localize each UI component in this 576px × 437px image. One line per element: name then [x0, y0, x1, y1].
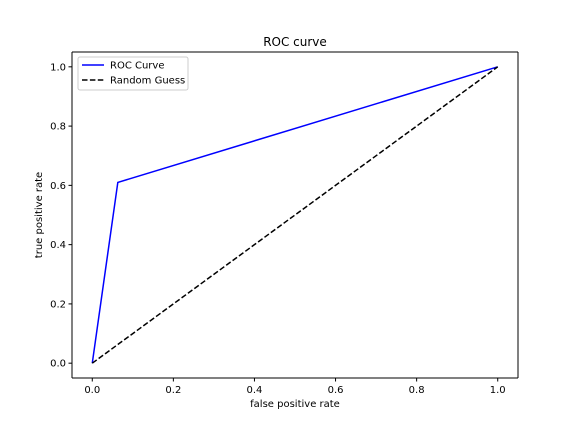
- legend-label-roc-curve: ROC Curve: [110, 61, 164, 72]
- y-axis-label: true positive rate: [34, 172, 45, 258]
- plot-frame: [71, 51, 519, 379]
- y-tick-label: 0.0: [50, 359, 66, 370]
- series-line-roc-curve: [91, 66, 498, 364]
- y-tick-label: 0.6: [50, 181, 66, 192]
- x-tick-label: 1.0: [490, 385, 506, 396]
- y-axis-ticks: 0.0 0.2 0.4 0.6 0.8 1.0: [50, 62, 72, 370]
- x-tick-label: 0.2: [165, 385, 181, 396]
- y-tick-label: 0.2: [50, 299, 66, 310]
- y-tick-label: 0.4: [50, 240, 66, 251]
- legend-box: [77, 56, 189, 91]
- x-axis-ticks: 0.0 0.2 0.4 0.6 0.8 1.0: [84, 378, 506, 396]
- x-tick-label: 0.4: [247, 385, 263, 396]
- chart-title: ROC curve: [263, 35, 327, 49]
- series-layer: [91, 66, 499, 364]
- y-tick-label: 0.8: [50, 122, 66, 133]
- legend-label-random-guess: Random Guess: [110, 76, 185, 87]
- x-tick-label: 0.0: [84, 385, 100, 396]
- x-axis-label: false positive rate: [250, 399, 340, 410]
- x-tick-label: 0.8: [409, 385, 425, 396]
- legend: ROC Curve Random Guess: [77, 56, 189, 91]
- x-tick-label: 0.6: [328, 385, 344, 396]
- y-tick-label: 1.0: [50, 62, 66, 73]
- series-line-random-guess: [91, 66, 499, 364]
